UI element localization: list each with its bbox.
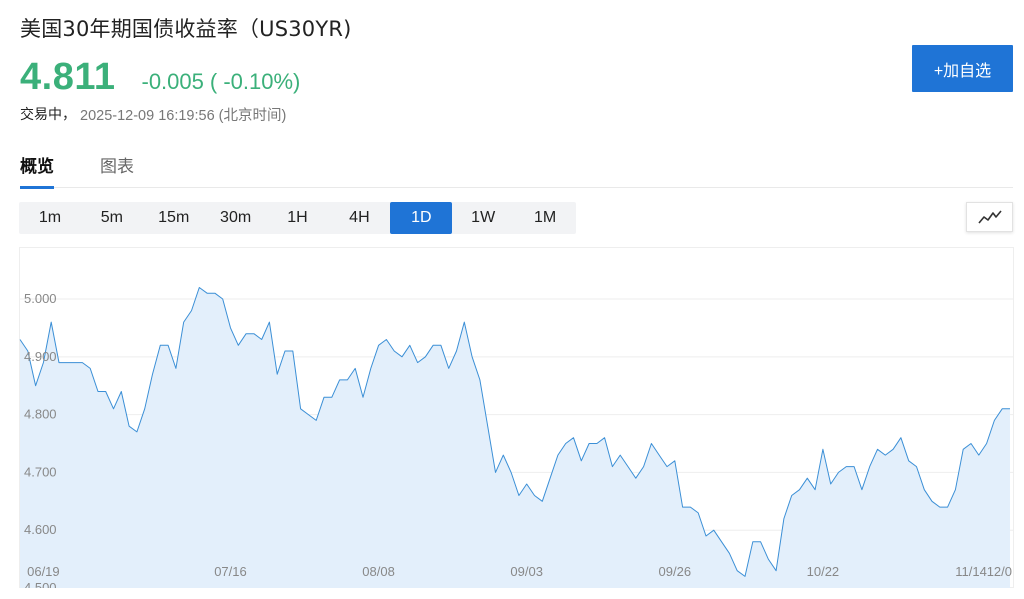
period-1mo[interactable]: 1M (533, 209, 557, 226)
price-chart-svg: 5.000 4.900 4.800 4.700 4.600 4.500 06/19 07/1… (19, 247, 1014, 588)
y-tick-label: 4.600 (24, 522, 57, 537)
period-1w[interactable]: 1W (471, 209, 496, 226)
y-tick-label: 4.800 (24, 407, 57, 422)
y-axis-ticks: 5.000 4.900 4.800 4.700 4.600 4.500 (24, 291, 57, 588)
x-tick-label: 11/14 (955, 564, 987, 579)
status-timestamp: 2025-12-09 16:19:56 (北京时间) (80, 108, 287, 124)
price-chart[interactable]: 5.000 4.900 4.800 4.700 4.600 4.500 06/19 07/1… (19, 247, 1014, 588)
x-tick-label: 06/19 (27, 564, 60, 579)
line-chart-icon (977, 210, 1002, 224)
tab-bar: 概览 图表 (20, 152, 1013, 189)
last-price: 4.811 (20, 56, 116, 98)
period-5m[interactable]: 5m (100, 209, 123, 226)
price-row: 4.811 -0.005 ( -0.10%) (20, 56, 300, 99)
period-15m[interactable]: 15m (158, 209, 190, 226)
x-tick-label: 07/16 (214, 564, 247, 579)
price-change: -0.005 (141, 69, 204, 94)
period-30m[interactable]: 30m (220, 209, 252, 226)
tab-overview[interactable]: 概览 (20, 152, 54, 189)
trading-status: 交易中， 2025-12-09 16:19:56 (北京时间) (20, 104, 286, 125)
period-4h[interactable]: 4H (349, 209, 370, 226)
x-tick-label: 10/22 (807, 564, 840, 579)
status-label: 交易中， (20, 107, 76, 123)
y-tick-label: 4.500 (24, 580, 57, 588)
add-to-watchlist-button[interactable]: +加自选 (912, 45, 1013, 92)
y-tick-label: 4.700 (24, 464, 57, 479)
price-line (19, 287, 1010, 577)
period-1h[interactable]: 1H (287, 209, 308, 226)
tab-chart[interactable]: 图表 (100, 157, 134, 177)
period-1m[interactable]: 1m (38, 209, 62, 226)
x-tick-label: 12/0 (987, 564, 1012, 579)
y-tick-label: 5.000 (24, 291, 57, 306)
page-title: 美国30年期国债收益率（US30YR) (20, 17, 352, 41)
period-1d[interactable]: 1D (390, 202, 453, 234)
price-change-percent: ( -0.10%) (209, 69, 301, 94)
price-area-fill (20, 287, 1010, 588)
period-selector: 1m 5m 15m 30m 1H 4H 1D 1W 1M (19, 202, 576, 234)
y-tick-label: 4.900 (24, 349, 57, 364)
x-axis-ticks: 06/19 07/16 08/08 09/03 09/26 10/22 11/14 12/0 (27, 564, 1012, 579)
x-tick-label: 09/26 (659, 564, 692, 579)
x-tick-label: 09/03 (510, 564, 543, 579)
chart-type-button[interactable] (966, 202, 1013, 232)
x-tick-label: 08/08 (362, 564, 395, 579)
